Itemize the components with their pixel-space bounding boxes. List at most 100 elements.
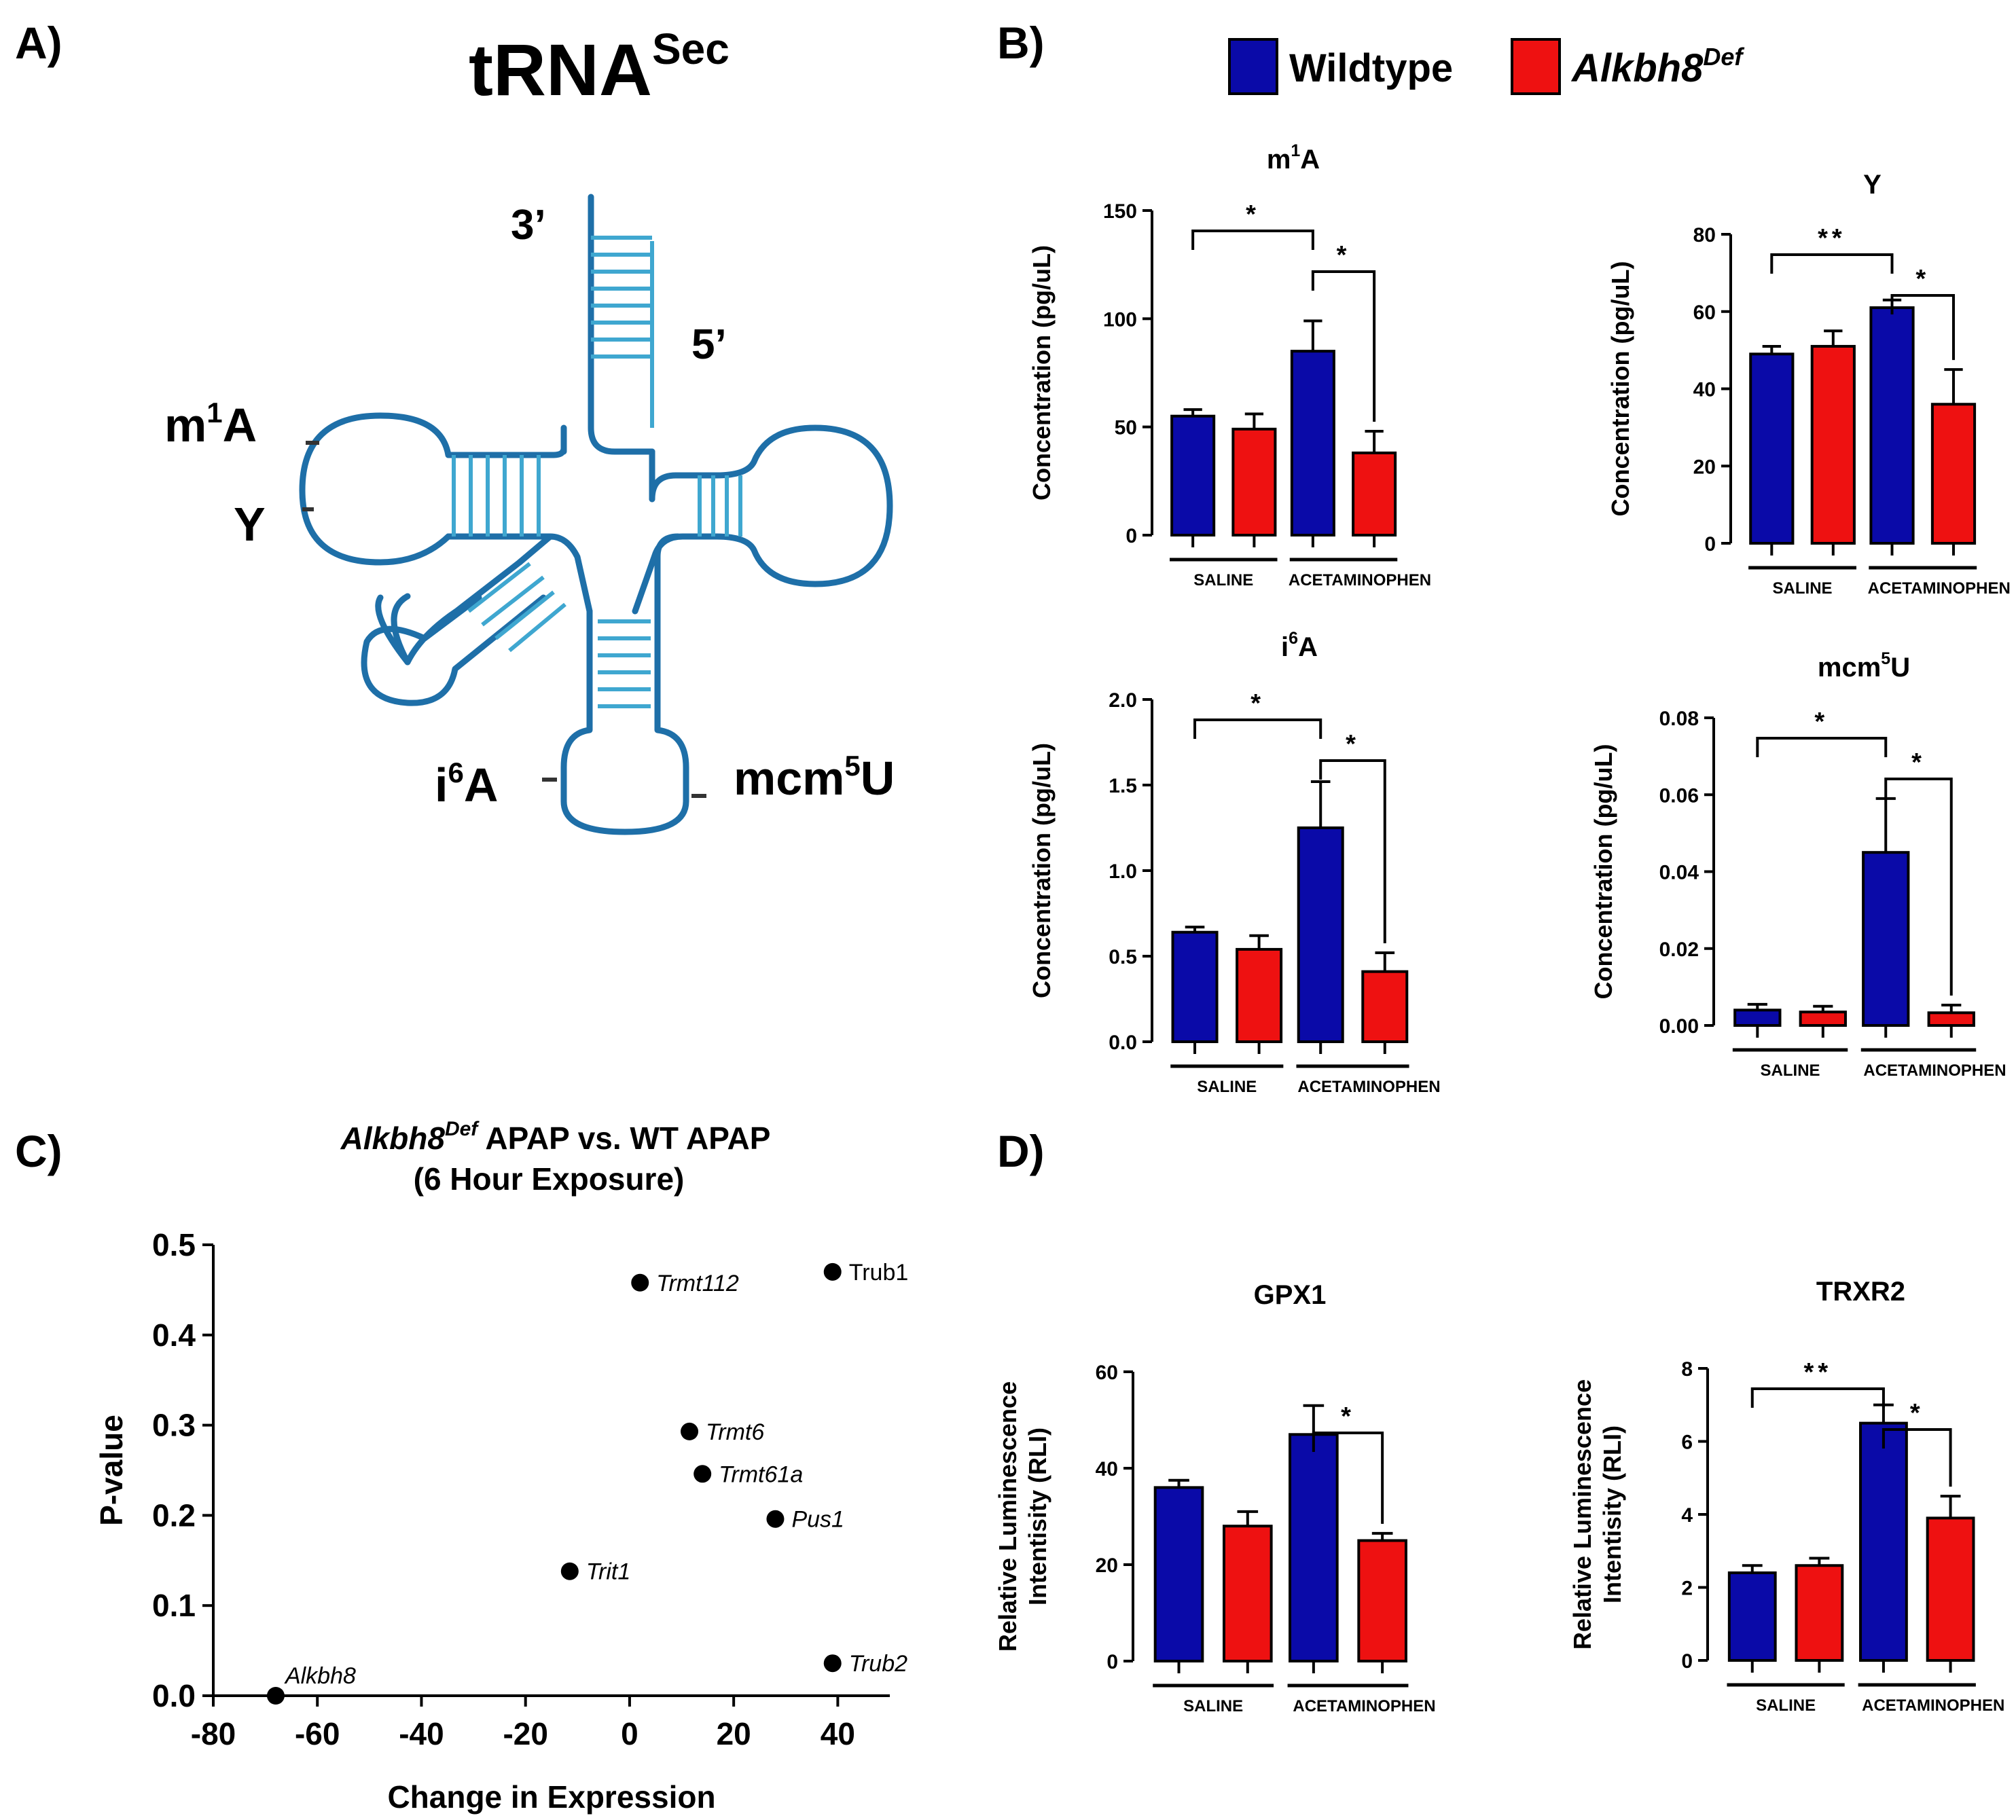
bar-chart-trxr2: TRXR2 Relative LuminescenceIntentisity (R…	[1568, 1277, 2004, 1715]
group-label-acetaminophen: ACETAMINOPHEN	[1862, 1696, 2004, 1715]
scatter-x-label: Change in Expression	[387, 1779, 715, 1815]
group-label-saline: SALINE	[1197, 1078, 1257, 1096]
legend-label-alkbh8def: Alkbh8Def	[1570, 43, 1744, 90]
scatter-point-alkbh8	[266, 1687, 285, 1705]
significance-bracket	[1750, 1387, 1885, 1408]
scatter-point-label: Pus1	[791, 1507, 844, 1533]
scatter-title-rest: APAP vs. WT APAP	[478, 1121, 770, 1156]
chart-title-trxr2: TRXR2	[1816, 1277, 1905, 1307]
variable-loop	[361, 594, 547, 706]
scatter-point-label: Trmt6	[706, 1419, 764, 1445]
trna-title-super: Sec	[652, 24, 730, 73]
group-label-saline: SALINE	[1756, 1696, 1816, 1715]
scatter-y-tick-label: 0.2	[152, 1497, 196, 1533]
acceptor-5prime-strand	[445, 424, 567, 458]
bar-chart-gpx1: GPX1 Relative LuminescenceIntentisity (RL…	[994, 1280, 1436, 1715]
significance-label: *	[1246, 200, 1260, 229]
bar-gpx1-apap-wt	[1289, 1433, 1339, 1663]
anticodon-loop	[560, 608, 689, 835]
significance-label: **	[1804, 1358, 1833, 1387]
bar-psi-apap-wt	[1869, 306, 1915, 545]
bar-gpx1-apap-mut	[1357, 1539, 1407, 1662]
label-m1a: m1A	[164, 397, 257, 452]
y-tick-label: 60	[1693, 302, 1716, 324]
y-tick-label: 0	[1106, 1651, 1118, 1673]
scatter-y-tick-label: 0.3	[152, 1408, 196, 1443]
label-mcm5u-tail: U	[861, 752, 895, 805]
chart-title-mcm5u-tail: U	[1890, 653, 1910, 682]
legend-label-alkbh8def-base: Alkbh8	[1570, 46, 1704, 90]
y-tick-label: 6	[1681, 1432, 1693, 1454]
trna-backbone	[299, 194, 893, 835]
y-axis-label-line: Concentration (pg/uL)	[1606, 261, 1634, 517]
y-tick-label: 0.0	[1109, 1032, 1137, 1054]
significance-bracket	[1890, 294, 1955, 361]
scatter-chart: Alkbh8Def APAP vs. WT APAP(6 Hour Exposu…	[94, 1118, 908, 1815]
scatter-point-trmt61a	[694, 1465, 712, 1483]
y-tick-label: 100	[1103, 308, 1137, 331]
significance-bracket	[1311, 270, 1376, 422]
significance-label: *	[1337, 241, 1351, 270]
y-axis-label-psi: Concentration (pg/uL)	[1606, 261, 1634, 517]
y-axis-label-i6a: Concentration (pg/uL)	[1028, 743, 1056, 998]
t-stem-pairs	[698, 475, 742, 536]
y-tick-label: 0.00	[1659, 1015, 1699, 1038]
bar-gpx1-saline-wt	[1153, 1486, 1204, 1662]
label-m1a-base: m	[164, 399, 206, 452]
scatter-title-italic: Alkbh8	[340, 1121, 446, 1156]
bar-m1a-apap-wt	[1290, 350, 1335, 537]
scatter-x-tick-label: 0	[621, 1716, 638, 1751]
y-tick-label: 8	[1681, 1358, 1693, 1381]
scatter-point-label: Trub2	[849, 1651, 907, 1677]
y-axis-label-line: Relative Luminescence	[1568, 1379, 1596, 1650]
significance-bracket	[1770, 253, 1894, 274]
scatter-point-trmt6	[681, 1422, 699, 1440]
y-tick-label: 40	[1096, 1458, 1118, 1480]
chart-title-psi: Y	[1863, 170, 1882, 200]
bar-trxr2-saline-wt	[1727, 1571, 1777, 1662]
bar-chart-mcm5u: mcm5U Concentration (pg/uL) 0.00 0.02 0.04 0.…	[1589, 649, 2006, 1080]
modification-ticks	[302, 441, 706, 798]
scatter-point-label: Trit1	[586, 1559, 630, 1585]
y-tick-label: 4	[1681, 1504, 1693, 1527]
label-i6a-super: 6	[448, 757, 463, 788]
panel-label-d: D)	[997, 1126, 1045, 1176]
scatter-point-label: Trmt112	[656, 1271, 739, 1296]
y-tick-label: 0.04	[1659, 862, 1699, 884]
scatter-point-trub1	[823, 1262, 842, 1281]
t-arm-stem-top	[649, 472, 720, 503]
scatter-point-label: Trmt61a	[719, 1461, 803, 1487]
chart-title-gpx1-base: GPX1	[1254, 1280, 1327, 1310]
y-tick-label: 150	[1103, 200, 1137, 223]
significance-bracket	[1756, 737, 1888, 757]
legend-swatch-wildtype	[1228, 38, 1278, 95]
t-arm-stem-bottom	[632, 533, 720, 615]
bar-i6a-apap-mut	[1361, 970, 1409, 1044]
scatter-point-trmt112	[631, 1273, 649, 1292]
scatter-title: Alkbh8Def APAP vs. WT APAP	[340, 1118, 771, 1156]
significance-label: *	[1910, 1399, 1924, 1427]
bar-i6a-saline-wt	[1171, 930, 1219, 1043]
chart-title-m1a-tail: A	[1300, 145, 1320, 175]
y-tick-label: 0	[1681, 1650, 1693, 1673]
group-label-acetaminophen: ACETAMINOPHEN	[1863, 1061, 2006, 1080]
anticodon-stem-right	[654, 533, 681, 615]
label-i6a-tail: A	[464, 759, 499, 812]
bar-m1a-saline-mut	[1231, 427, 1277, 536]
significance-label: *	[1341, 1402, 1355, 1431]
y-tick-label: 60	[1096, 1362, 1118, 1384]
significance-label: *	[1911, 748, 1926, 777]
y-tick-label: 0.02	[1659, 939, 1699, 961]
y-tick-label: 1.0	[1109, 860, 1137, 883]
y-axis-label-gpx1: Relative LuminescenceIntentisity (RLI)	[994, 1381, 1051, 1652]
trna-stems	[452, 236, 742, 708]
y-tick-label: 0.06	[1659, 784, 1699, 807]
bar-gpx1-saline-mut	[1222, 1525, 1273, 1662]
bar-i6a-apap-wt	[1297, 826, 1344, 1043]
bar-chart-m1a: m1A Concentration (pg/uL) 0 50 100 150 SALINE A…	[1028, 141, 1431, 589]
y-tick-label: 2.0	[1109, 689, 1137, 712]
group-label-saline: SALINE	[1193, 571, 1253, 589]
significance-label: **	[1818, 224, 1846, 253]
bar-m1a-apap-mut	[1352, 451, 1397, 537]
